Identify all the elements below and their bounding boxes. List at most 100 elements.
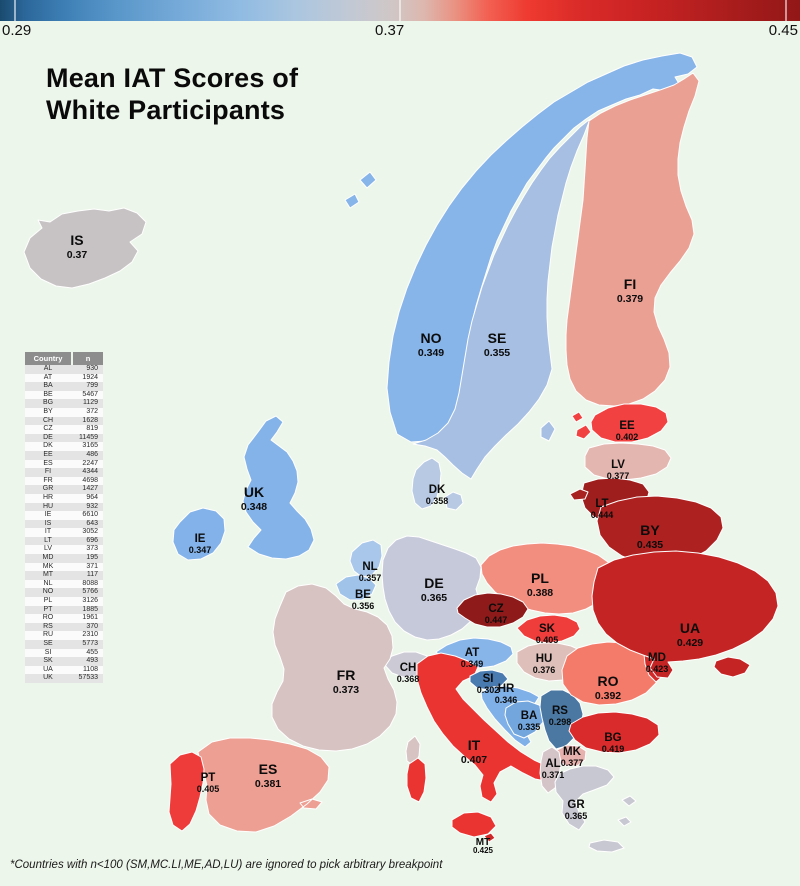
country-value-label-ES: 0.381 bbox=[255, 778, 281, 790]
table-cell-n: 3052 bbox=[82, 528, 98, 536]
country-code-label-IT: IT bbox=[468, 737, 481, 753]
country-region-IE[interactable] bbox=[172, 507, 226, 561]
table-row-HR: HR 964 bbox=[25, 493, 103, 503]
table-cell-n: 1129 bbox=[82, 399, 98, 407]
table-cell-n: 455 bbox=[86, 648, 98, 656]
country-region-SI[interactable] bbox=[469, 669, 509, 691]
table-cell-n: 371 bbox=[86, 562, 98, 570]
country-region-PT[interactable] bbox=[168, 751, 205, 832]
country-code-label-AL: AL bbox=[545, 758, 560, 770]
country-region-BA[interactable] bbox=[504, 700, 547, 739]
country-code-label-AT: AT bbox=[465, 647, 479, 659]
country-code-label-BA: BA bbox=[521, 710, 538, 722]
country-region-SE[interactable] bbox=[412, 118, 591, 480]
country-value-label-UK: 0.348 bbox=[241, 501, 267, 513]
country-region-LV[interactable] bbox=[584, 442, 672, 481]
country-region-FI[interactable] bbox=[565, 72, 700, 407]
table-row-IT: IT 3052 bbox=[25, 528, 103, 537]
table-rows: AL 930 AT 1924 BA 799 BE 5467 BG 1129 BY 372 CH 1628 C… bbox=[25, 365, 103, 683]
table-cell-country: AL bbox=[43, 365, 53, 372]
country-region-NL[interactable] bbox=[349, 539, 383, 578]
country-region-MT[interactable] bbox=[483, 832, 496, 843]
table-cell-country: NO bbox=[42, 588, 54, 596]
country-code-label-LT: LT bbox=[595, 498, 608, 510]
country-region-BY[interactable] bbox=[596, 495, 724, 566]
table-cell-country: EE bbox=[43, 450, 53, 458]
table-cell-country: FR bbox=[43, 476, 53, 484]
table-row-SI: SI 455 bbox=[25, 648, 103, 658]
table-row-MT: MT 117 bbox=[25, 571, 103, 580]
country-value-label-NO: 0.349 bbox=[418, 347, 444, 359]
country-value-label-LT: 0.444 bbox=[591, 510, 614, 520]
table-cell-country: LV bbox=[43, 545, 53, 553]
country-code-label-NL: NL bbox=[362, 561, 377, 573]
page-title: Mean IAT Scores of White Participants bbox=[46, 62, 298, 126]
country-value-label-DK: 0.358 bbox=[426, 496, 449, 506]
table-row-CH: CH 1628 bbox=[25, 416, 103, 426]
table-cell-n: 3126 bbox=[82, 597, 98, 605]
table-cell-country: BY bbox=[43, 407, 53, 415]
country-code-label-MT: MT bbox=[476, 837, 490, 848]
table-cell-country: IE bbox=[44, 511, 52, 519]
country-region-DK[interactable] bbox=[411, 457, 464, 511]
table-row-AL: AL 930 bbox=[25, 365, 103, 374]
table-cell-n: 4698 bbox=[82, 476, 98, 484]
country-region-RO[interactable] bbox=[561, 641, 662, 706]
country-region-EE[interactable] bbox=[571, 403, 669, 443]
table-cell-n: 799 bbox=[86, 382, 98, 390]
country-region-BG[interactable] bbox=[568, 711, 660, 754]
table-cell-country: BG bbox=[42, 399, 54, 407]
country-value-label-FI: 0.379 bbox=[617, 293, 643, 305]
country-code-label-PT: PT bbox=[201, 772, 216, 784]
table-row-PT: PT 1885 bbox=[25, 605, 103, 615]
table-cell-country: HR bbox=[42, 493, 54, 501]
table-cell-n: 1628 bbox=[82, 416, 98, 424]
country-value-label-FR: 0.373 bbox=[333, 684, 359, 696]
country-value-label-IE: 0.347 bbox=[189, 545, 212, 555]
country-value-label-MK: 0.377 bbox=[561, 758, 584, 768]
country-code-label-RS: RS bbox=[552, 705, 568, 717]
country-region-UA[interactable] bbox=[591, 550, 779, 679]
country-region-UK[interactable] bbox=[242, 415, 315, 560]
title-line-1: Mean IAT Scores of bbox=[46, 63, 299, 93]
country-region-SK[interactable] bbox=[516, 614, 581, 644]
table-row-BA: BA 799 bbox=[25, 382, 103, 391]
table-cell-country: IT bbox=[44, 528, 52, 536]
table-cell-n: 372 bbox=[86, 407, 98, 415]
country-region-CZ[interactable] bbox=[456, 592, 529, 628]
colorbar-gradient bbox=[0, 0, 800, 21]
table-row-LT: LT 696 bbox=[25, 536, 103, 546]
table-cell-country: RU bbox=[42, 631, 54, 639]
country-code-label-UA: UA bbox=[680, 620, 700, 636]
country-code-label-BE: BE bbox=[355, 589, 371, 601]
table-cell-country: CH bbox=[42, 416, 54, 424]
country-value-label-SK: 0.405 bbox=[536, 635, 559, 645]
country-value-label-BY: 0.435 bbox=[637, 539, 663, 551]
table-cell-n: 5766 bbox=[82, 588, 98, 596]
footnote: *Countries with n<100 (SM,MC.LI,ME,AD,LU… bbox=[10, 859, 443, 871]
table-cell-country: LT bbox=[44, 536, 52, 544]
country-region-GR[interactable] bbox=[554, 765, 637, 853]
table-cell-country: UA bbox=[43, 665, 53, 673]
country-value-label-DE: 0.365 bbox=[421, 592, 447, 604]
table-cell-n: 373 bbox=[86, 545, 98, 553]
kaliningrad-region[interactable] bbox=[569, 488, 589, 501]
country-value-label-CH: 0.368 bbox=[397, 674, 420, 684]
country-code-label-CZ: CZ bbox=[488, 603, 503, 615]
country-region-BE[interactable] bbox=[335, 574, 377, 601]
table-cell-n: 1961 bbox=[82, 614, 98, 622]
country-region-ES[interactable] bbox=[197, 737, 330, 833]
table-row-DK: DK 3165 bbox=[25, 442, 103, 451]
table-cell-country: PT bbox=[43, 605, 53, 613]
country-region-IS[interactable] bbox=[23, 207, 147, 289]
table-cell-n: 57533 bbox=[78, 674, 98, 682]
table-cell-n: 819 bbox=[86, 425, 98, 433]
table-cell-country: RS bbox=[43, 622, 53, 630]
table-cell-n: 1885 bbox=[82, 605, 98, 613]
table-row-SK: SK 493 bbox=[25, 657, 103, 666]
country-value-label-AL: 0.371 bbox=[542, 770, 565, 780]
country-code-label-IS: IS bbox=[70, 232, 83, 248]
country-code-label-MD: MD bbox=[648, 652, 666, 664]
colorbar-label-min: 0.29 bbox=[2, 22, 32, 39]
